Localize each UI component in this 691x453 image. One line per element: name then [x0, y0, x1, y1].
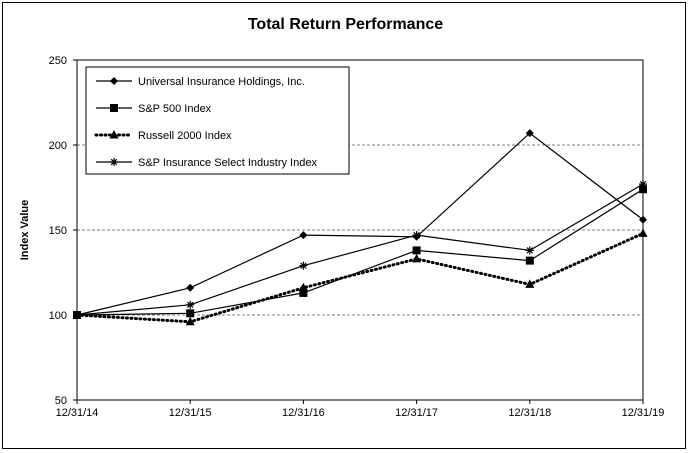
legend-label: Universal Insurance Holdings, Inc.: [138, 76, 305, 88]
series-4: [73, 180, 647, 319]
chart-title: Total Return Performance: [247, 16, 444, 33]
data-point-asterisk: [639, 180, 647, 189]
x-tick-labels: 12/31/14 12/31/15 12/31/16 12/31/17 12/31/18…: [56, 400, 665, 419]
data-point-triangle: [525, 279, 535, 288]
y-tick-label: 100: [49, 310, 67, 322]
legend-marker-square: [110, 104, 118, 112]
legend-marker-triangle: [109, 130, 119, 139]
series-line: [76, 188, 644, 316]
x-tick-label: 12/31/19: [622, 407, 665, 419]
series-line: [76, 183, 644, 316]
legend: Universal Insurance Holdings, Inc. S&P 50…: [85, 66, 350, 175]
legend-box: [85, 66, 350, 175]
x-tick-label: 12/31/16: [282, 407, 325, 419]
series-3: [72, 228, 648, 326]
data-point-square: [525, 256, 534, 265]
data-point-square: [186, 309, 195, 318]
data-point-asterisk: [525, 246, 534, 255]
data-point-square: [299, 288, 308, 297]
data-point-triangle: [185, 316, 195, 326]
data-point-diamond: [639, 215, 647, 224]
grid-layer: [77, 144, 643, 316]
data-point-triangle: [638, 228, 648, 237]
y-tick-label: 200: [49, 140, 67, 152]
data-point-diamond: [525, 129, 534, 138]
y-tick-label: 250: [49, 55, 67, 67]
data-point-triangle: [298, 282, 308, 292]
data-point-asterisk: [412, 231, 421, 240]
x-tick-label: 12/31/14: [56, 407, 99, 419]
y-tick-label: 50: [55, 395, 67, 407]
data-point-asterisk: [186, 300, 195, 309]
y-axis-title: Index Value: [19, 200, 31, 261]
data-point-asterisk: [299, 261, 308, 270]
data-point-square: [639, 185, 647, 194]
data-point-triangle: [412, 253, 422, 263]
series-line: [75, 231, 645, 324]
series-2: [73, 185, 647, 319]
data-point-diamond: [299, 231, 308, 240]
data-point-square: [412, 246, 421, 255]
data-point-asterisk: [73, 311, 81, 319]
series-line: [76, 132, 644, 316]
data-point-diamond: [186, 283, 195, 292]
series-layer: [72, 129, 648, 326]
x-tick-label: 12/31/15: [169, 407, 212, 419]
legend-marker-diamond: [110, 77, 118, 85]
x-tick-label: 12/31/18: [508, 407, 551, 419]
legend-marker-asterisk: [110, 158, 118, 166]
legend-label: S&P Insurance Select Industry Index: [138, 157, 317, 169]
y-tick-label: 150: [49, 225, 67, 237]
legend-label: S&P 500 Index: [138, 103, 212, 115]
x-tick-label: 12/31/17: [395, 407, 438, 419]
y-tick-labels: 50 100 150 200 250: [49, 55, 77, 407]
legend-label: Russell 2000 Index: [138, 130, 232, 142]
